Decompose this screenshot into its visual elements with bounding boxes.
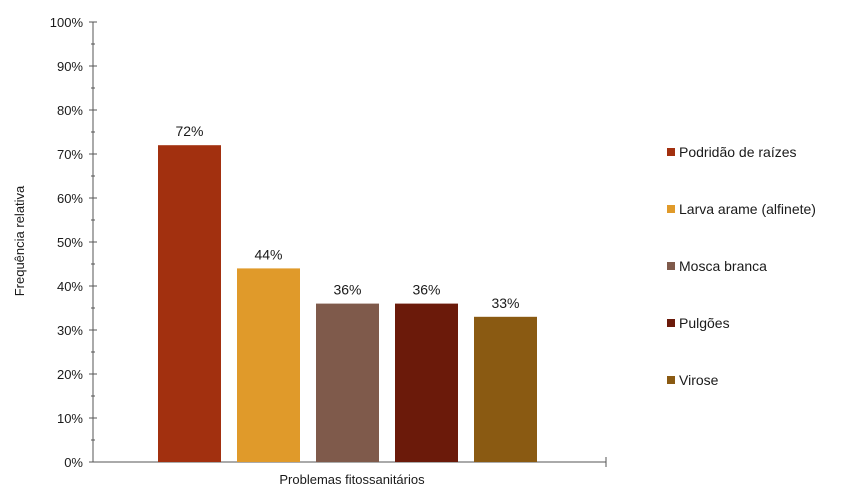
legend-swatch	[667, 262, 675, 270]
y-tick-label: 40%	[57, 279, 83, 294]
bar	[316, 303, 379, 462]
y-tick-label: 0%	[64, 455, 83, 470]
legend-swatch	[667, 376, 675, 384]
y-axis: 0% 10% 20% 30% 40% 50% 60% 70% 80% 90% 100%	[50, 15, 97, 470]
bars	[158, 145, 537, 462]
x-axis-title: Problemas fitossanitários	[279, 472, 425, 487]
y-tick-label: 70%	[57, 147, 83, 162]
y-tick-label: 30%	[57, 323, 83, 338]
legend-swatch	[667, 319, 675, 327]
legend: Podridão de raízes Larva arame (alfinete)…	[667, 144, 816, 388]
legend-swatch	[667, 205, 675, 213]
y-tick-label: 50%	[57, 235, 83, 250]
y-tick-label: 60%	[57, 191, 83, 206]
bar-value-label: 33%	[491, 295, 519, 311]
legend-label: Larva arame (alfinete)	[679, 201, 816, 217]
bar	[395, 303, 458, 462]
y-tick-label: 90%	[57, 59, 83, 74]
y-tick-label: 20%	[57, 367, 83, 382]
bar	[237, 268, 300, 462]
y-tick-label: 80%	[57, 103, 83, 118]
legend-swatch	[667, 148, 675, 156]
y-tick-label: 100%	[50, 15, 84, 30]
legend-label: Podridão de raízes	[679, 144, 797, 160]
bar	[158, 145, 221, 462]
legend-label: Virose	[679, 372, 719, 388]
bar-value-label: 36%	[333, 282, 361, 298]
legend-label: Mosca branca	[679, 258, 767, 274]
bar-value-label: 44%	[254, 246, 282, 262]
legend-label: Pulgões	[679, 315, 730, 331]
data-labels: 72% 44% 36% 36% 33%	[175, 123, 519, 311]
y-axis-title: Frequência relativa	[12, 185, 27, 296]
bar-value-label: 36%	[412, 282, 440, 298]
bar	[474, 316, 537, 462]
bar-value-label: 72%	[175, 123, 203, 139]
y-tick-label: 10%	[57, 411, 83, 426]
